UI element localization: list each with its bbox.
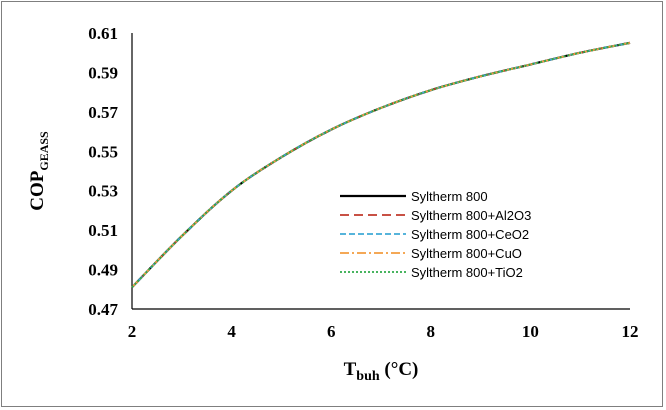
- axes: [131, 33, 630, 310]
- series-line-5: [131, 41, 631, 288]
- tick-labels: 0.47 0.49 0.51 0.53 0.55 0.57 0.59 0.61 2 4 6 8 10 12: [88, 24, 638, 341]
- y-tick-label: 0.49: [88, 261, 118, 280]
- x-tick-label: 6: [327, 322, 336, 341]
- y-tick-label: 0.47: [88, 300, 118, 319]
- x-tick-label: 12: [622, 322, 639, 341]
- x-axis-title: Tbuh (°C): [344, 359, 419, 384]
- series-line-3: [131, 41, 631, 288]
- y-tick-label: 0.51: [88, 221, 118, 240]
- x-axis-title-main: T: [344, 359, 357, 380]
- legend-label-2: Syltherm 800+Al2O3: [411, 208, 531, 223]
- legend-label-5: Syltherm 800+TiO2: [411, 265, 523, 280]
- series-lines: [131, 41, 631, 289]
- x-axis-title-sub: buh: [356, 369, 380, 384]
- x-tick-label: 4: [227, 322, 236, 341]
- legend-label-4: Syltherm 800+CuO: [411, 246, 522, 261]
- y-tick-label: 0.61: [88, 24, 118, 43]
- legend-label-3: Syltherm 800+CeO2: [411, 227, 529, 242]
- y-tick-label: 0.59: [88, 63, 118, 82]
- x-axis-title-unit: (°C): [380, 359, 419, 380]
- y-axis-title: COPGEASS: [27, 131, 51, 211]
- x-tick-label: 8: [427, 322, 436, 341]
- y-tick-label: 0.57: [88, 103, 118, 122]
- series-line-2: [131, 41, 631, 288]
- legend: Syltherm 800 Syltherm 800+Al2O3 Syltherm 8…: [340, 189, 531, 280]
- x-tick-label: 2: [128, 322, 137, 341]
- y-axis-title-sub: GEASS: [37, 131, 51, 171]
- series-line-4: [131, 41, 631, 288]
- x-tick-label: 10: [522, 322, 539, 341]
- series-line-1: [131, 41, 631, 289]
- y-tick-label: 0.53: [88, 182, 118, 201]
- y-tick-label: 0.55: [88, 142, 118, 161]
- y-axis-title-main: COP: [27, 170, 48, 211]
- legend-label-1: Syltherm 800: [411, 189, 488, 204]
